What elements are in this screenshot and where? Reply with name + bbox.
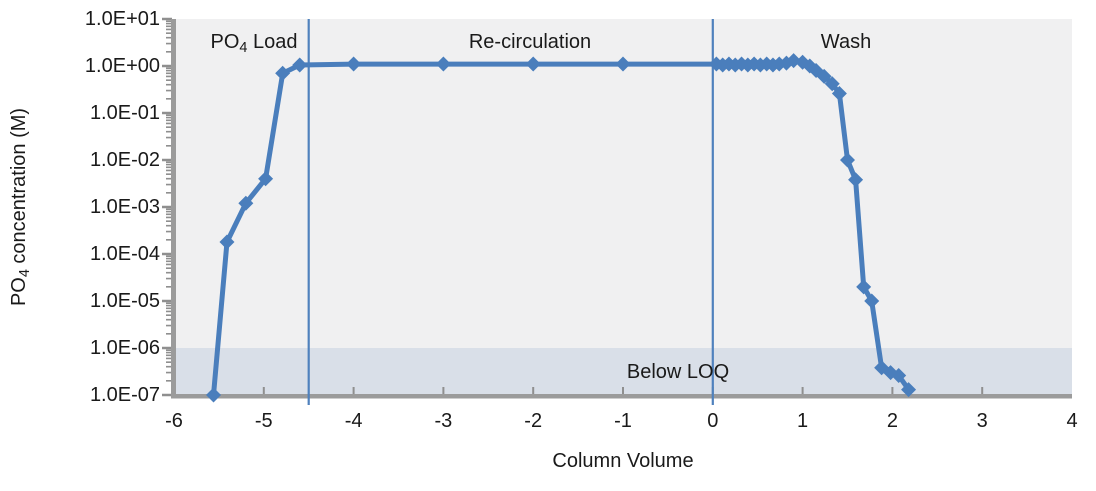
x-axis-line [171,394,1072,399]
x-tick-label: -3 [434,410,453,432]
x-tick-label: 2 [886,410,898,432]
phase-label-load-subscript: 4 [239,40,248,57]
y-axis-title-suffix: concentration (M) [7,107,30,270]
phase-label-recirculation: Re-circulation [468,31,592,53]
y-axis-major-ticks [162,17,172,397]
y-tick-label: 1.0E-06 [89,337,160,359]
x-tick-label: 4 [1066,410,1078,432]
y-axis-line [171,19,176,395]
x-axis-title: Column Volume [552,450,694,472]
y-axis-title-subscript: 4 [17,269,34,278]
y-tick-label: 1.0E+01 [84,8,160,30]
phase-label-wash: Wash [820,31,872,53]
y-tick-label: 1.0E-02 [89,149,160,171]
y-tick-label: 1.0E-05 [89,290,160,312]
phase-label-load: PO4 Load [211,30,298,60]
y-axis-title-text: PO [7,277,30,307]
x-tick-label: -5 [254,410,273,432]
x-tick-label: -4 [344,410,363,432]
y-tick-label: 1.0E-07 [89,384,160,406]
y-tick-label: 1.0E-01 [89,102,160,124]
x-tick-label: 1 [797,410,809,432]
y-axis-title: PO4 concentration (M) [7,108,37,306]
x-tick-label: 0 [707,410,719,432]
x-tick-label: -6 [165,410,183,432]
x-tick-label: -1 [614,410,632,432]
y-tick-label: 1.0E-04 [89,243,160,265]
below-loq-label: Below LOQ [626,361,730,383]
x-tick-label: -2 [524,410,543,432]
y-axis-minor-ticks [166,20,172,382]
phase-label-load-text: PO [210,31,240,53]
plot-background [174,19,1072,395]
phase-label-load-suffix: Load [247,31,298,53]
y-tick-label: 1.0E-03 [89,196,160,218]
x-tick-label: 3 [976,410,988,432]
y-tick-label: 1.0E+00 [84,55,160,77]
